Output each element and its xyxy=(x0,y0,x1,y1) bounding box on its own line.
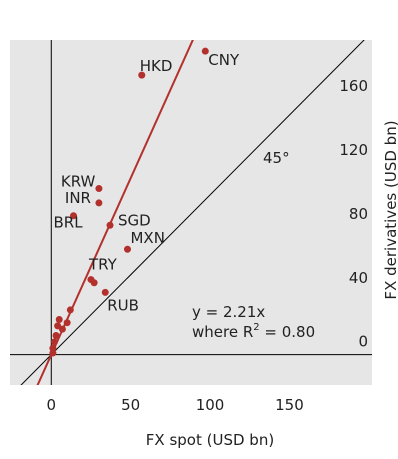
annotation: where R2 = 0.80 xyxy=(192,322,315,341)
point xyxy=(201,47,209,55)
y-tick-label: 0 xyxy=(358,333,368,351)
point xyxy=(123,245,131,253)
y-tick-label: 120 xyxy=(339,141,368,159)
point xyxy=(54,322,62,330)
point xyxy=(90,279,98,287)
point-label: TRY xyxy=(88,256,118,274)
plot-background xyxy=(10,40,372,385)
point xyxy=(70,212,78,220)
point-label: RUB xyxy=(107,296,139,314)
y-tick-label: 80 xyxy=(349,205,368,223)
annotation-part: = 0.80 xyxy=(260,323,316,341)
point xyxy=(52,331,60,339)
y-tick-label: 40 xyxy=(349,269,368,287)
point xyxy=(49,349,57,357)
point-label: MXN xyxy=(130,229,164,247)
point-label: KRW xyxy=(61,173,96,191)
point xyxy=(106,221,114,229)
x-tick-label: 100 xyxy=(196,396,225,414)
x-tick-label: 50 xyxy=(121,396,140,414)
reference-line xyxy=(20,40,365,385)
point-label: CNY xyxy=(208,51,240,69)
y-axis-label: FX derivatives (USD bn) xyxy=(382,120,398,299)
point xyxy=(55,316,63,324)
annotation-part: 2 xyxy=(253,322,259,333)
annotation-part: where R xyxy=(192,323,253,341)
point xyxy=(101,288,109,296)
point-label: HKD xyxy=(140,57,173,75)
point-label: INR xyxy=(65,189,91,207)
point-label: BRL xyxy=(54,214,84,232)
annotation: y = 2.21x xyxy=(192,303,265,321)
point xyxy=(50,338,58,346)
point xyxy=(95,185,103,193)
point xyxy=(138,71,146,79)
x-tick-label: 150 xyxy=(275,396,304,414)
point xyxy=(63,319,71,327)
x-axis-label: FX spot (USD bn) xyxy=(146,431,274,449)
reference-line-label: 45° xyxy=(263,149,290,167)
y-tick-label: 160 xyxy=(339,77,368,95)
point xyxy=(95,199,103,207)
point-label: SGD xyxy=(118,211,151,229)
point xyxy=(66,306,74,314)
x-tick-label: 0 xyxy=(47,396,57,414)
point xyxy=(49,344,57,352)
